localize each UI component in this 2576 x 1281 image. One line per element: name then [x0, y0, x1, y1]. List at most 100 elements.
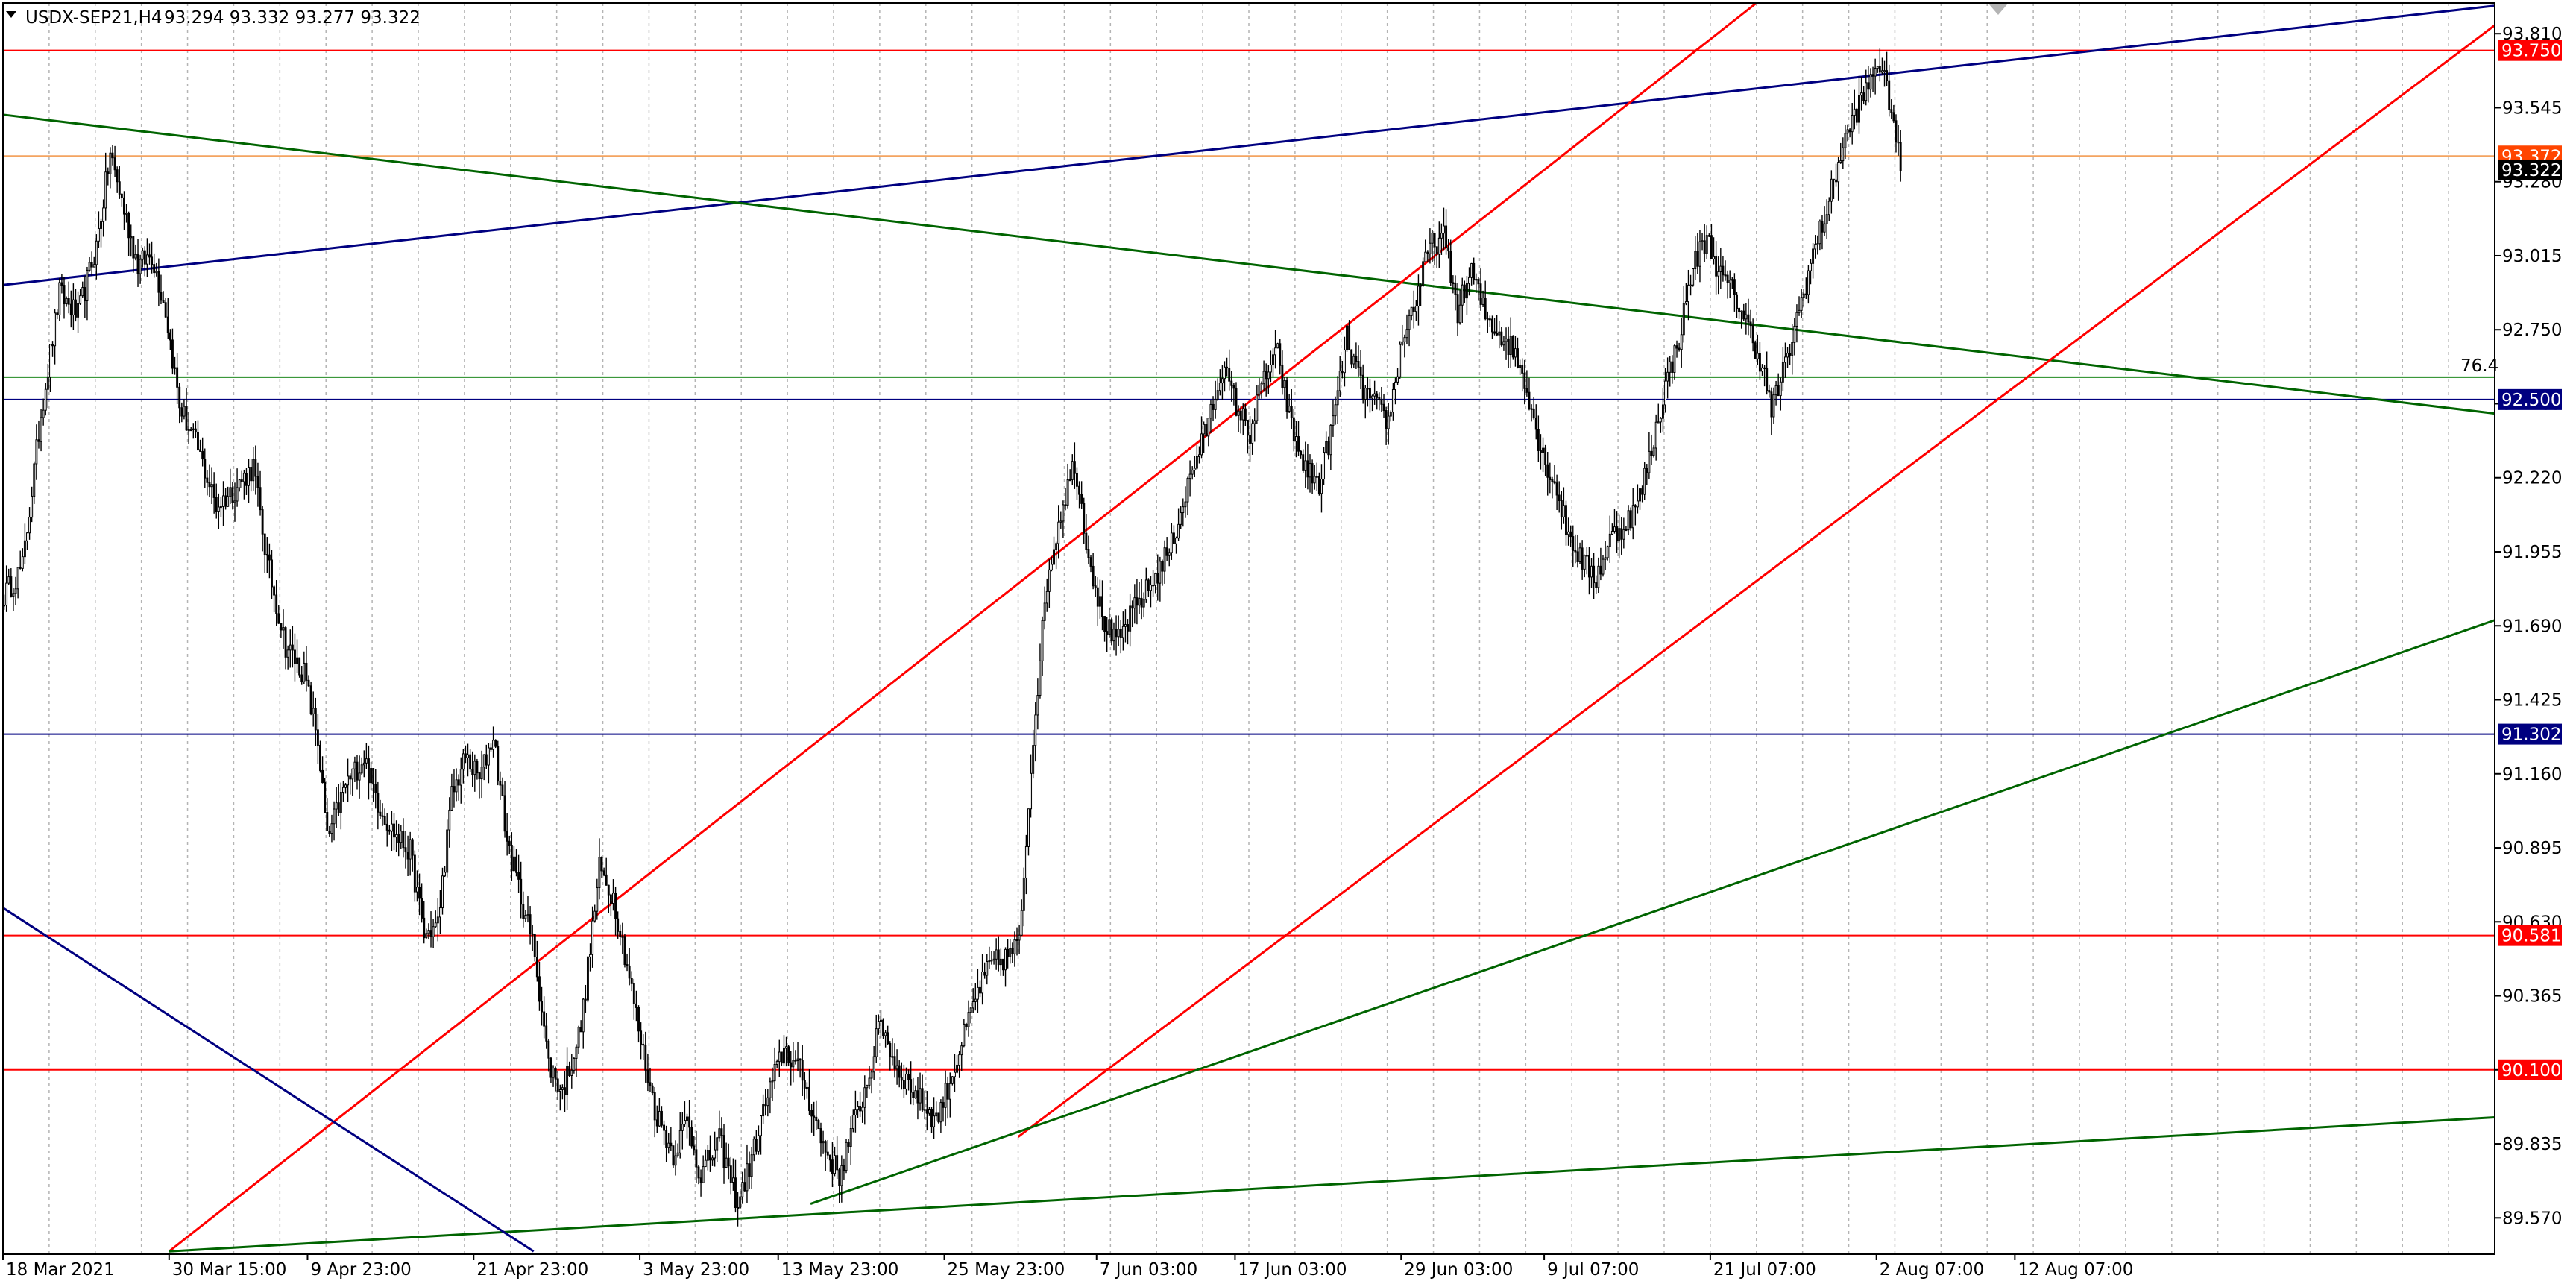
candle [1827, 197, 1830, 221]
candle-body [337, 802, 340, 813]
candle [836, 1136, 839, 1180]
candle [1188, 460, 1191, 497]
candle [1076, 467, 1078, 500]
candle-body [824, 1141, 827, 1153]
candle-body [1837, 162, 1840, 183]
candle-body [1251, 423, 1254, 444]
candle [992, 951, 995, 965]
candle-body [169, 332, 171, 341]
candle-body [77, 303, 80, 318]
candle-body [836, 1155, 839, 1171]
candle [151, 241, 154, 274]
candle-body [1519, 365, 1522, 368]
candle [118, 166, 121, 199]
candle [670, 1127, 673, 1151]
candle-body [136, 254, 139, 274]
candle-body [1587, 555, 1590, 578]
candle-body [510, 845, 513, 872]
candle [37, 420, 40, 449]
candle-body [1015, 939, 1018, 942]
candle-body [1368, 388, 1371, 399]
candle-body [898, 1065, 901, 1078]
candle-body [1608, 533, 1611, 547]
candle [817, 1118, 820, 1130]
candle-body [1597, 565, 1600, 588]
candle [293, 633, 296, 682]
candle [1865, 69, 1868, 106]
candle-body [23, 540, 26, 558]
candle-body [90, 262, 93, 268]
candle-body [1800, 297, 1803, 311]
candle-body [58, 282, 61, 315]
candle [365, 743, 368, 769]
candle-body [7, 576, 10, 584]
candle [997, 936, 1000, 972]
time-tick-label: 21 Apr 23:00 [476, 1260, 588, 1280]
candle [586, 956, 589, 1003]
candle-body [5, 582, 8, 606]
candle [88, 256, 91, 272]
candle [632, 978, 635, 1020]
candle-body [1701, 240, 1704, 242]
candle-body [919, 1088, 922, 1104]
candle [109, 147, 112, 189]
candle [1422, 257, 1425, 287]
candle [512, 846, 515, 872]
candle [1317, 472, 1320, 496]
candle [324, 778, 327, 813]
candle-body [826, 1151, 829, 1156]
candle [520, 861, 523, 919]
candle-body [851, 1115, 854, 1130]
candle-body [1719, 265, 1722, 273]
candle [1627, 505, 1630, 535]
candle [1292, 408, 1295, 452]
candle [1654, 414, 1657, 461]
candle-body [1468, 277, 1470, 284]
candle [1878, 48, 1881, 82]
candle-body [1057, 521, 1060, 544]
candle [441, 867, 444, 915]
candle [663, 1120, 666, 1145]
candle [284, 626, 287, 670]
candle-body [1673, 345, 1676, 373]
candle [1745, 303, 1748, 335]
price-tick-label: 92.750 [2502, 321, 2562, 340]
candle [1883, 60, 1886, 87]
candle [166, 298, 169, 340]
time-tick-label: 9 Apr 23:00 [310, 1260, 411, 1280]
candle [1837, 156, 1840, 201]
candle-body [1680, 334, 1683, 350]
candle-body [686, 1116, 688, 1121]
candle-body [219, 506, 222, 509]
candle-body [411, 839, 414, 856]
candle [1500, 327, 1503, 347]
candle-body [787, 1046, 790, 1063]
candle-body [1076, 473, 1078, 487]
chart-shift-icon[interactable] [1989, 4, 2007, 15]
candle-body [600, 857, 603, 872]
candle [1226, 357, 1229, 377]
candle [1593, 553, 1596, 599]
candle [462, 749, 465, 784]
candle-body [368, 758, 370, 784]
candle [930, 1107, 933, 1133]
candle-body [268, 554, 271, 561]
candle [674, 1140, 677, 1176]
candle-body [259, 487, 262, 511]
candle [780, 1051, 783, 1066]
candle-body [1246, 420, 1249, 436]
candle [1486, 311, 1489, 333]
candle [979, 980, 981, 998]
candle-body [708, 1150, 711, 1161]
candle-body [393, 823, 395, 838]
candle [1595, 575, 1598, 594]
candle [16, 567, 19, 599]
candle-body [665, 1130, 668, 1148]
candle-body [1117, 629, 1120, 638]
menu-triangle-icon[interactable] [6, 11, 16, 18]
candle [568, 1061, 571, 1077]
candle [164, 298, 167, 318]
candle [1502, 336, 1505, 351]
candle-body [760, 1115, 762, 1136]
